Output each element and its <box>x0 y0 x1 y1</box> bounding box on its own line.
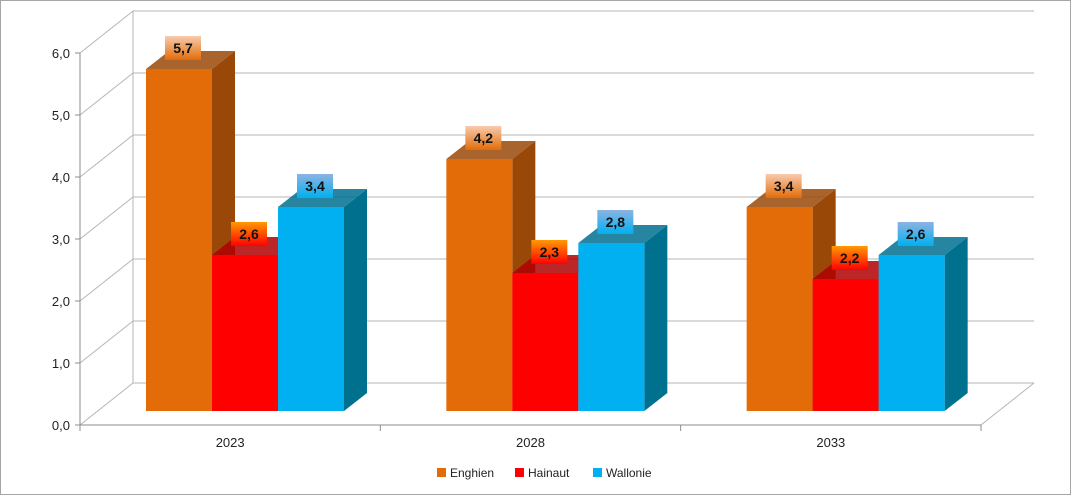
legend-label: Enghien <box>450 466 494 480</box>
gridline-depth <box>79 320 134 364</box>
gridline-depth <box>79 72 134 116</box>
bar <box>812 279 879 411</box>
data-label-bg <box>165 36 201 60</box>
gridline-depth <box>79 258 134 302</box>
floor-edge <box>980 382 1035 426</box>
data-label-bg <box>897 222 934 246</box>
y-tick-label: 6,0 <box>52 46 70 61</box>
data-label: 5,7 <box>173 40 193 56</box>
data-label: 3,4 <box>774 178 794 194</box>
data-label: 3,4 <box>305 178 325 194</box>
gridline-depth <box>79 196 134 240</box>
gridline-depth <box>79 10 134 54</box>
gridline-depth <box>79 382 134 426</box>
bar-side <box>644 225 668 411</box>
legend-label: Hainaut <box>528 466 570 480</box>
x-tick-label: 2028 <box>516 435 545 450</box>
legend-swatch <box>437 468 446 477</box>
y-tick-label: 2,0 <box>52 294 70 309</box>
bar <box>512 273 579 411</box>
data-label-bg <box>231 222 267 246</box>
data-label: 2,8 <box>606 214 626 230</box>
legend-swatch <box>515 468 524 477</box>
data-label: 2,2 <box>840 250 860 266</box>
y-tick-label: 1,0 <box>52 356 70 371</box>
data-label: 4,2 <box>474 130 494 146</box>
x-tick-label: 2023 <box>216 435 245 450</box>
data-label-bg <box>597 210 634 234</box>
y-tick-label: 4,0 <box>52 170 70 185</box>
bar <box>746 207 813 411</box>
bar <box>278 207 344 411</box>
gridline-depth <box>79 134 134 178</box>
data-label: 2,6 <box>906 226 926 242</box>
legend-label: Wallonie <box>606 466 652 480</box>
bar <box>146 69 212 411</box>
data-label-bg <box>531 240 568 264</box>
legend-swatch <box>593 468 602 477</box>
data-label-bg <box>831 246 868 270</box>
data-label-bg <box>765 174 802 198</box>
y-tick-label: 5,0 <box>52 108 70 123</box>
bar <box>212 255 278 411</box>
bar-side <box>944 237 968 411</box>
bar <box>878 255 945 411</box>
data-label: 2,3 <box>540 244 560 260</box>
bar-side <box>344 189 367 411</box>
x-tick-label: 2033 <box>816 435 845 450</box>
data-label: 2,6 <box>239 226 259 242</box>
bar <box>578 243 645 411</box>
y-tick-label: 3,0 <box>52 232 70 247</box>
bar <box>446 159 513 411</box>
y-tick-label: 0,0 <box>52 418 70 433</box>
data-label-bg <box>465 126 502 150</box>
data-label-bg <box>297 174 333 198</box>
